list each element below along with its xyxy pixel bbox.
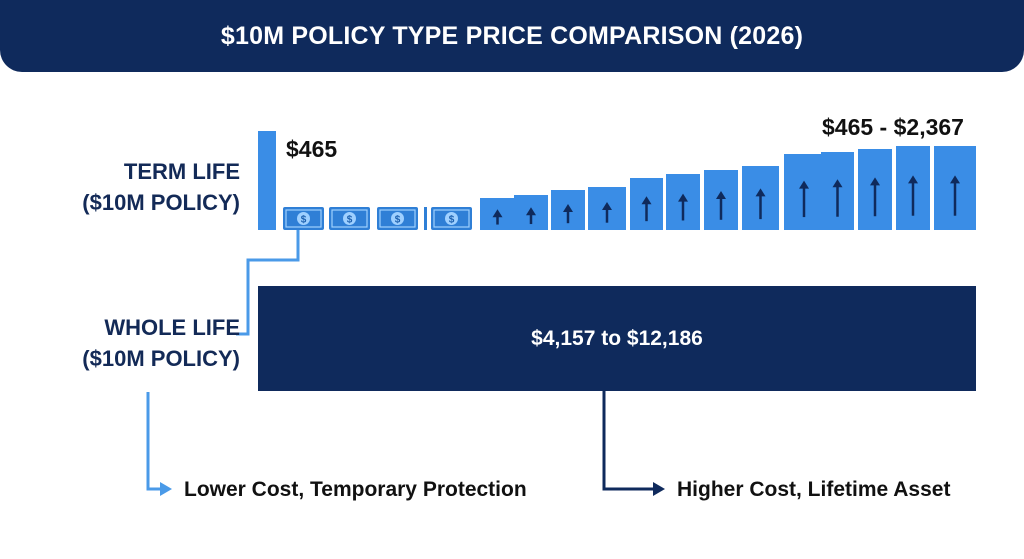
dollar-bill-border xyxy=(331,209,368,228)
term-start-bar xyxy=(258,131,276,230)
dollar-coin-icon xyxy=(297,212,310,225)
whole-life-note: Higher Cost, Lifetime Asset xyxy=(677,478,951,501)
up-arrow-head-icon xyxy=(832,179,843,188)
whole-life-label-line1: WHOLE LIFE xyxy=(104,315,240,340)
term-life-label-line2: ($10M POLICY) xyxy=(82,190,240,215)
whole-life-label: WHOLE LIFE ($10M POLICY) xyxy=(50,312,240,374)
up-arrow-head-icon xyxy=(870,177,880,186)
whole-life-label-line2: ($10M POLICY) xyxy=(82,346,240,371)
whole-note-arrow-head-icon xyxy=(653,482,665,496)
dollar-sign-icon: $ xyxy=(347,215,353,226)
dollar-bill-border xyxy=(433,209,470,228)
term-connector-line xyxy=(236,230,300,336)
term-range-label: $465 - $2,367 xyxy=(822,114,964,140)
term-note-arrow-head-icon xyxy=(160,482,172,496)
up-arrow-head-icon xyxy=(602,202,612,211)
dollar-sign-icon: $ xyxy=(301,215,307,226)
up-arrow-head-icon xyxy=(908,175,918,184)
up-arrow-head-icon xyxy=(678,193,688,202)
dollar-coin-icon xyxy=(391,212,404,225)
up-arrow-head-icon xyxy=(563,204,573,212)
term-note-arrow-line xyxy=(146,392,162,491)
dollar-bill-border xyxy=(285,209,322,228)
whole-note-arrow-line xyxy=(602,391,655,491)
up-arrow-head-icon xyxy=(716,191,726,199)
chart-title: $10M POLICY TYPE PRICE COMPARISON (2026) xyxy=(220,21,804,50)
term-life-label: TERM LIFE ($10M POLICY) xyxy=(50,156,240,218)
bill-divider xyxy=(424,207,427,230)
whole-life-bar: $4,157 to $12,186 xyxy=(258,286,976,391)
header-banner: $10M POLICY TYPE PRICE COMPARISON (2026) xyxy=(0,0,1024,72)
whole-life-range-label: $4,157 to $12,186 xyxy=(531,326,703,350)
dollar-sign-icon: $ xyxy=(395,215,401,226)
dollar-bill-border xyxy=(379,209,416,228)
term-start-value-label: $465 xyxy=(286,136,338,162)
up-arrow-head-icon xyxy=(492,209,503,218)
up-arrow-head-icon xyxy=(755,188,766,197)
up-arrow-head-icon xyxy=(641,196,652,205)
dollar-coin-icon xyxy=(445,212,458,225)
up-arrow-head-icon xyxy=(950,175,960,184)
up-arrow-head-icon xyxy=(799,180,809,189)
dollar-sign-icon: $ xyxy=(449,215,455,226)
term-life-label-line1: TERM LIFE xyxy=(123,159,240,184)
dollar-coin-icon xyxy=(343,212,356,225)
up-arrow-head-icon xyxy=(526,207,536,216)
term-life-note: Lower Cost, Temporary Protection xyxy=(184,478,527,501)
